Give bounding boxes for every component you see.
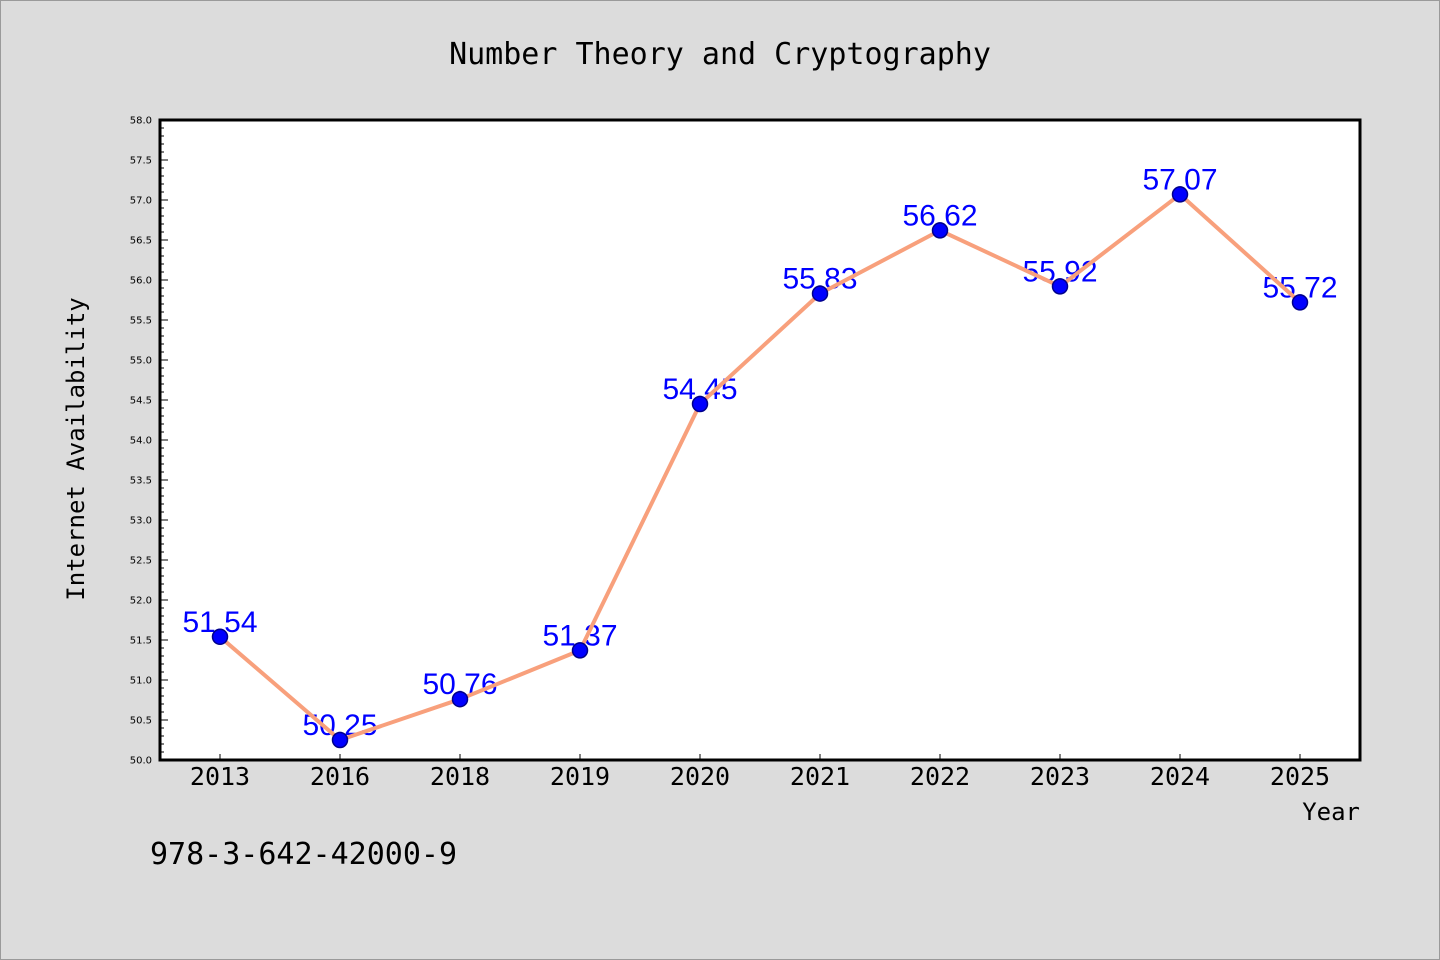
y-tick-label: 53.5 [130, 476, 152, 487]
data-point [331, 731, 349, 749]
y-tick-label: 55.0 [130, 356, 152, 367]
x-axis-tick-labels: 2013 2016 2018 2019 2020 2021 2022 2023 2024 2025 [190, 762, 1330, 791]
y-tick-label: 54.5 [130, 396, 152, 407]
chart-title: Number Theory and Cryptography [449, 37, 991, 72]
y-tick-label: 51.0 [130, 676, 152, 687]
data-point [691, 395, 709, 413]
data-point [811, 285, 829, 302]
data-point [571, 642, 589, 659]
x-axis-label: Year [1302, 798, 1360, 826]
y-axis-label: Internet Availability [62, 297, 90, 600]
y-tick-label: 57.5 [130, 156, 152, 167]
x-tick-label: 2013 [190, 762, 250, 791]
data-point [1051, 278, 1069, 295]
y-tick-label: 52.0 [130, 596, 152, 607]
x-tick-label: 2025 [1270, 762, 1330, 791]
data-point [1171, 186, 1189, 203]
y-tick-label: 50.0 [130, 756, 152, 767]
y-tick-label: 57.0 [130, 196, 152, 207]
data-point [451, 690, 469, 708]
data-point [211, 628, 229, 646]
y-tick-label: 54.0 [130, 436, 152, 447]
y-tick-label: 52.5 [130, 556, 152, 567]
x-tick-label: 2024 [1150, 762, 1210, 791]
y-tick-label: 50.5 [130, 716, 152, 727]
x-tick-label: 2020 [670, 762, 730, 791]
y-tick-label: 55.5 [130, 316, 152, 327]
x-tick-label: 2018 [430, 762, 490, 791]
series-line [218, 192, 1302, 742]
y-tick-label: 58.0 [130, 116, 152, 127]
isbn-text: 978-3-642-42000-9 [150, 837, 457, 872]
plot-frame [158, 118, 1362, 762]
data-point [931, 222, 949, 239]
y-tick-label: 53.0 [130, 516, 152, 527]
x-tick-label: 2022 [910, 762, 970, 791]
y-tick-label: 56.0 [130, 276, 152, 287]
y-tick-label: 51.5 [130, 636, 152, 647]
x-tick-label: 2019 [550, 762, 610, 791]
x-tick-label: 2016 [310, 762, 370, 791]
data-point [1291, 294, 1309, 311]
data-markers [211, 186, 1309, 749]
y-axis-tick-labels: 50.0 50.5 51.0 51.5 52.0 52.5 53.0 53.5 54.0 54.5… [130, 116, 152, 767]
y-tick-label: 56.5 [130, 236, 152, 247]
plot-area [160, 120, 1360, 760]
x-tick-label: 2023 [1030, 762, 1090, 791]
x-tick-label: 2021 [790, 762, 850, 791]
